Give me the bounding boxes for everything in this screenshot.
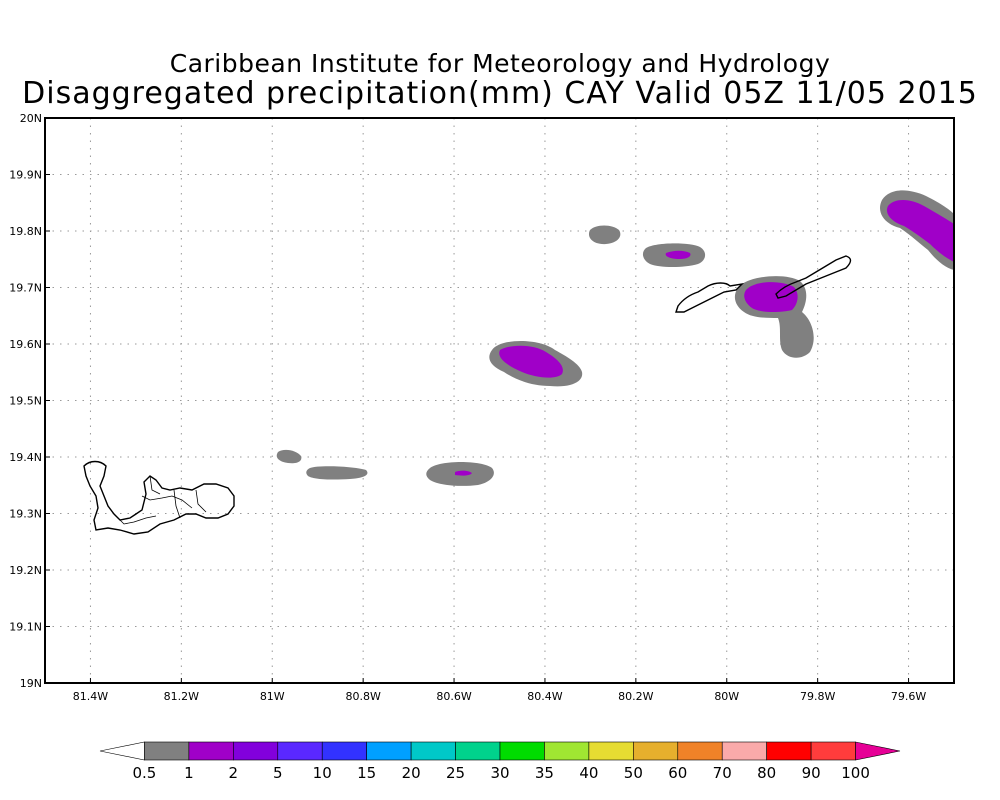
lat-tick-label: 19.2N: [9, 564, 42, 577]
lat-tick-label: 19.8N: [9, 225, 42, 238]
colorbar-swatch: [188, 741, 234, 761]
lat-tick-label: 19.1N: [9, 621, 42, 634]
map-frame: [44, 117, 955, 684]
colorbar-swatch: [810, 741, 856, 761]
lat-tick-label: 19.9N: [9, 169, 42, 182]
colorbar-label: 20: [402, 764, 421, 782]
grand-cayman-inner-lines: [119, 475, 207, 525]
grand-cayman-outline: [83, 460, 235, 535]
lat-tick-label: 19.3N: [9, 508, 42, 521]
colorbar-swatch: [410, 741, 456, 761]
colorbar-swatch: [766, 741, 812, 761]
colorbar-label: 0.5: [133, 764, 157, 782]
colorbar-swatch: [366, 741, 412, 761]
colorbar-swatch: [633, 741, 679, 761]
colorbar-label: 25: [446, 764, 465, 782]
lat-tick-label: 19N: [20, 677, 42, 690]
lat-tick-label: 19.5N: [9, 395, 42, 408]
precip-area-purple: [886, 200, 954, 262]
lon-tick-label: 80.8W: [345, 690, 380, 703]
lon-tick-label: 81.2W: [164, 690, 199, 703]
little-cayman-outline: [675, 282, 745, 313]
precip-area-purple: [665, 250, 691, 259]
precip-area-purple: [744, 282, 798, 313]
colorbar-swatch: [455, 741, 501, 761]
chart-title: Caribbean Institute for Meteorology and …: [169, 49, 831, 78]
lon-tick-label: 80.4W: [527, 690, 562, 703]
precip-area-gray: [306, 466, 368, 480]
colorbar-label: 100: [841, 764, 870, 782]
lat-tick-label: 20N: [20, 112, 42, 125]
colorbar-label: 35: [535, 764, 554, 782]
map-grid: [45, 117, 954, 684]
lon-tick-label: 79.8W: [800, 690, 835, 703]
chart-title-block: Caribbean Institute for Meteorology and …: [0, 50, 1000, 110]
colorbar-swatch: [588, 741, 634, 761]
colorbar-label: 50: [624, 764, 643, 782]
lat-tick-label: 19.6N: [9, 338, 42, 351]
precip-area-purple: [499, 345, 563, 378]
cayman-brac-outline: [775, 255, 852, 299]
precipitation-contours: [276, 190, 954, 486]
colorbar-label: 1: [184, 764, 194, 782]
colorbar-swatch: [721, 741, 767, 761]
colorbar-label: 5: [273, 764, 283, 782]
colorbar-swatch: [99, 741, 145, 761]
colorbar-label: 40: [579, 764, 598, 782]
lon-tick-label: 79.6W: [891, 690, 926, 703]
colorbar-label: 15: [357, 764, 376, 782]
lat-tick-label: 19.4N: [9, 451, 42, 464]
precip-area-gray: [276, 449, 302, 464]
precip-area-purple: [455, 470, 472, 476]
colorbar: 0.5 1 2 5 10 15 20 25 30 35 40 50 60 70 80 90 100: [99, 741, 901, 782]
colorbar-swatch: [677, 741, 723, 761]
colorbar-swatch: [499, 741, 545, 761]
chart-subtitle: Disaggregated precipitation(mm) CAY Vali…: [22, 76, 978, 111]
lon-tick-label: 80.6W: [436, 690, 471, 703]
lon-tick-label: 81W: [260, 690, 285, 703]
colorbar-swatch: [277, 741, 323, 761]
colorbar-swatch: [144, 741, 190, 761]
latitude-labels: 20N 19.9N 19.8N 19.7N 19.6N 19.5N 19.4N 19.3N 19…: [9, 112, 42, 690]
colorbar-swatch: [544, 741, 590, 761]
colorbar-label: 30: [490, 764, 509, 782]
colorbar-swatch: [321, 741, 367, 761]
precip-area-gray: [588, 225, 621, 245]
colorbar-label: 90: [802, 764, 821, 782]
colorbar-label: 2: [229, 764, 239, 782]
colorbar-label: 60: [668, 764, 687, 782]
lon-tick-label: 81.4W: [73, 690, 108, 703]
colorbar-swatch: [233, 741, 279, 761]
colorbar-label: 70: [713, 764, 732, 782]
lon-tick-label: 80W: [714, 690, 739, 703]
island-outlines: [83, 255, 852, 535]
lat-tick-label: 19.7N: [9, 282, 42, 295]
colorbar-label: 10: [313, 764, 332, 782]
lon-tick-label: 80.2W: [618, 690, 653, 703]
colorbar-label: 80: [757, 764, 776, 782]
longitude-labels: 81.4W 81.2W 81W 80.8W 80.6W 80.4W 80.2W 80W 79.8…: [73, 690, 927, 703]
colorbar-swatch: [855, 741, 901, 761]
